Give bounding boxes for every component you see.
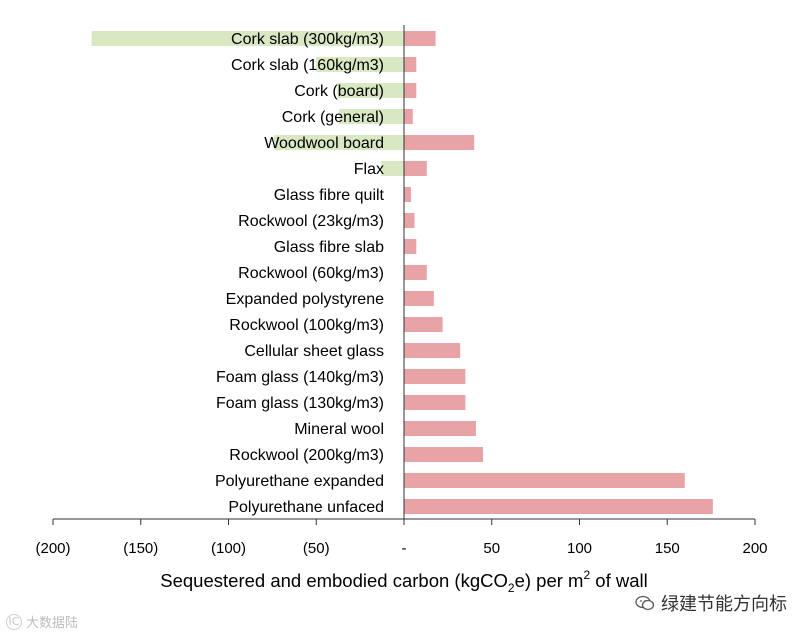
embodied-series	[404, 31, 713, 514]
bar-embodied	[404, 317, 443, 332]
x-axis-title-pre: Sequestered and embodied carbon (kgCO	[160, 570, 508, 591]
bar-sequestered	[316, 57, 404, 72]
category-label: Rockwool (23kg/m3)	[238, 213, 384, 230]
x-tick-label: (100)	[211, 540, 246, 557]
bar-sequestered	[339, 109, 404, 124]
category-label: Expanded polystyrene	[226, 291, 384, 308]
x-tick-labels: (200) (150) (100) (50) - 50 100 150 200	[35, 540, 767, 557]
bar-embodied	[404, 135, 475, 150]
watermark-right: 绿建节能方向标	[635, 590, 787, 616]
category-label: Glass fibre quilt	[274, 187, 385, 204]
x-axis-title-post: of wall	[590, 570, 648, 591]
category-label: Foam glass (140kg/m3)	[216, 369, 384, 386]
bar-embodied	[404, 343, 461, 358]
bar-embodied	[404, 473, 685, 488]
watermark-left-text: 大数据陆	[26, 616, 79, 631]
bar-embodied	[404, 161, 427, 176]
bar-embodied	[404, 369, 466, 384]
bar-embodied	[404, 187, 412, 202]
sequestered-series	[91, 31, 405, 176]
x-axis-title-sup: 2	[583, 568, 590, 582]
bar-embodied	[404, 265, 427, 280]
category-label: Glass fibre slab	[274, 239, 384, 256]
x-axis-title: Sequestered and embodied carbon (kgCO2e)…	[160, 568, 647, 595]
category-label: Polyurethane unfaced	[228, 499, 384, 516]
x-tick-label: (150)	[123, 540, 158, 557]
bar-embodied	[404, 421, 476, 436]
bar-sequestered	[381, 161, 404, 176]
watermark-left: IC 大数据陆	[6, 612, 78, 631]
x-tick-label: 150	[655, 540, 680, 557]
category-label: Cork slab (300kg/m3)	[231, 31, 384, 48]
category-label: Mineral wool	[294, 421, 384, 438]
x-tick-label: (200)	[35, 540, 70, 557]
bar-sequestered	[337, 83, 404, 98]
x-axis	[52, 25, 756, 525]
bar-embodied	[404, 395, 466, 410]
category-label: Cork (board)	[294, 83, 384, 100]
wechat-icon	[635, 595, 655, 611]
x-tick-label: -	[402, 540, 407, 557]
category-label: Rockwool (60kg/m3)	[238, 265, 384, 282]
bar-embodied	[404, 31, 436, 46]
category-label: Woodwool board	[264, 135, 384, 152]
x-axis-title-mid: e) per m	[515, 570, 584, 591]
bar-embodied	[404, 213, 415, 228]
bar-embodied	[404, 291, 434, 306]
x-tick-label: 50	[483, 540, 500, 557]
bar-embodied	[404, 57, 417, 72]
bar-embodied	[404, 499, 713, 514]
category-label: Polyurethane expanded	[215, 473, 384, 490]
bar-embodied	[404, 109, 413, 124]
x-tick-label: 100	[567, 540, 592, 557]
bar-embodied	[404, 239, 417, 254]
category-label: Rockwool (200kg/m3)	[229, 447, 384, 464]
x-tick-label: (50)	[303, 540, 330, 557]
bar-embodied	[404, 83, 417, 98]
bar-sequestered	[91, 31, 405, 46]
bar-sequestered	[274, 135, 404, 150]
watermark-logo-icon: IC	[6, 613, 22, 630]
category-labels: Cork slab (300kg/m3) Cork slab (160kg/m3)…	[215, 31, 385, 516]
x-tick-label: 200	[742, 540, 767, 557]
category-label: Rockwool (100kg/m3)	[229, 317, 384, 334]
watermark-right-text: 绿建节能方向标	[661, 594, 787, 615]
bar-embodied	[404, 447, 483, 462]
category-label: Cork slab (160kg/m3)	[231, 57, 384, 74]
category-label: Foam glass (130kg/m3)	[216, 395, 384, 412]
x-axis-title-sub: 2	[508, 581, 515, 595]
category-label: Flax	[354, 161, 384, 178]
category-label: Cork (general)	[282, 109, 384, 126]
category-label: Cellular sheet glass	[244, 343, 384, 360]
